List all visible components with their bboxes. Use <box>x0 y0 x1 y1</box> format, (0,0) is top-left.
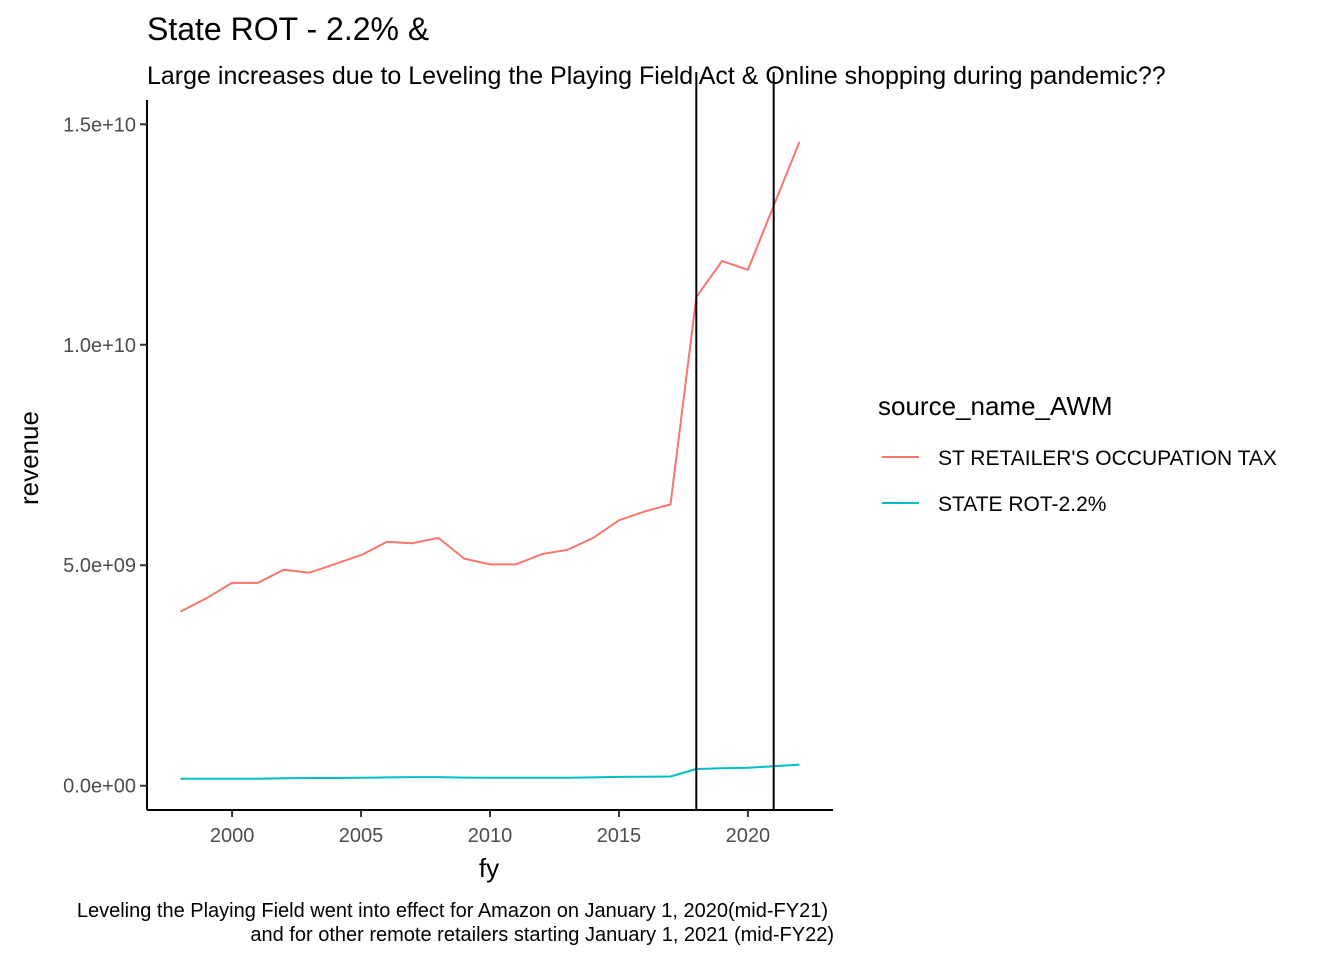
series-line-0 <box>180 141 801 613</box>
x-tick-label: 2005 <box>339 825 384 847</box>
legend: source_name_AWM ST RETAILER'S OCCUPATION… <box>878 391 1277 516</box>
legend-title: source_name_AWM <box>878 391 1113 421</box>
legend-items: ST RETAILER'S OCCUPATION TAX STATE ROT-2.… <box>882 447 1277 516</box>
series-layer <box>180 141 801 780</box>
x-axis-title: fy <box>479 853 499 883</box>
y-axis-title: revenue <box>14 411 44 505</box>
y-axis-ticks: 0.0e+00 5.0e+09 1.0e+10 1.5e+10 <box>63 114 147 798</box>
y-tick-label: 1.5e+10 <box>63 114 136 136</box>
plot-area: 0.0e+00 5.0e+09 1.0e+10 1.5e+10 2000 2005 201… <box>63 72 833 847</box>
caption-line-1: Leveling the Playing Field went into eff… <box>77 900 828 922</box>
chart-title: State ROT - 2.2% & <box>147 11 429 47</box>
y-tick-label: 5.0e+09 <box>63 555 136 577</box>
x-axis-ticks: 2000 2005 2010 2015 2020 <box>210 810 770 847</box>
vline-layer <box>695 72 775 810</box>
legend-label-0: ST RETAILER'S OCCUPATION TAX <box>938 447 1277 470</box>
x-tick-label: 2015 <box>597 825 642 847</box>
y-tick-label: 1.0e+10 <box>63 335 136 357</box>
x-tick-label: 2010 <box>468 825 513 847</box>
caption-line-2: and for other remote retailers starting … <box>250 924 834 946</box>
legend-label-1: STATE ROT-2.2% <box>938 493 1106 516</box>
y-tick-label: 0.0e+00 <box>63 776 136 798</box>
x-tick-label: 2000 <box>210 825 255 847</box>
x-tick-label: 2020 <box>726 825 771 847</box>
series-line-1 <box>180 763 800 780</box>
chart-subtitle: Large increases due to Leveling the Play… <box>147 62 1166 90</box>
